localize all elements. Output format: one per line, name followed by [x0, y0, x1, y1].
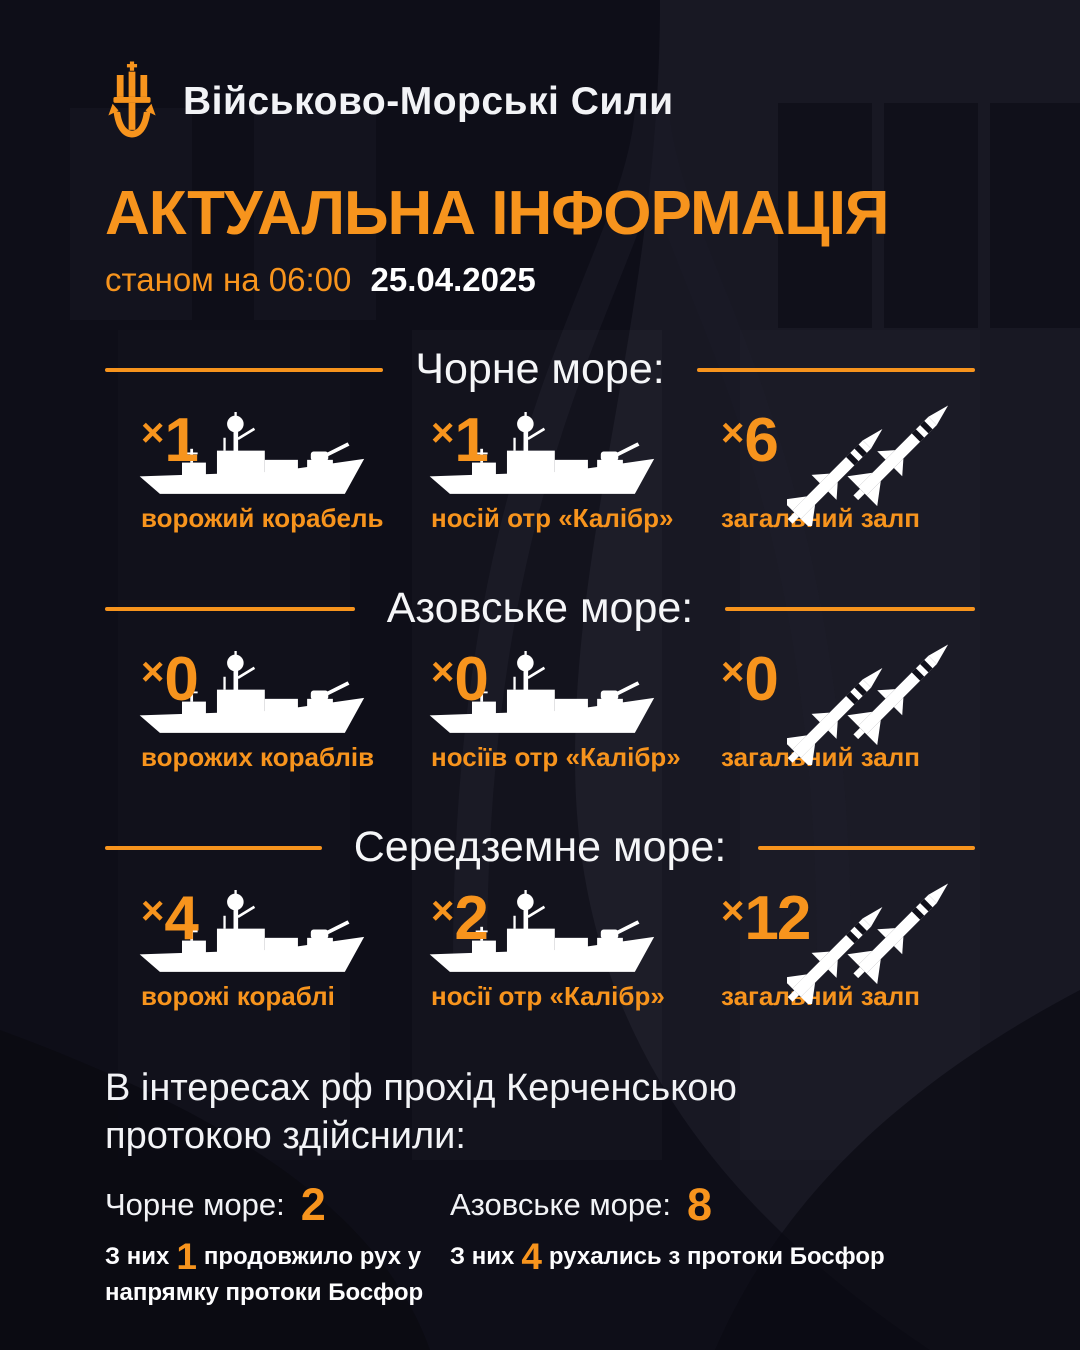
kerch-sea-label: Азовське море:	[450, 1186, 671, 1222]
kerch-strait-block: В інтересах рф прохід Керченською проток…	[105, 1064, 975, 1311]
header: Військово-Морські Сили	[105, 60, 975, 144]
section-mediterranean-sea: Середземне море: × 4 ворожі кораблі × 2 но…	[105, 823, 976, 1012]
brand-name: Військово-Морські Сили	[183, 80, 674, 123]
divider-line	[725, 606, 976, 611]
stats-row: × 0 ворожих кораблів × 0 носіїв отр «Каліб…	[105, 645, 975, 773]
missiles-icon	[787, 398, 959, 526]
stat-label: ворожі кораблі	[141, 981, 335, 1011]
section-header: Азовське море:	[105, 584, 976, 633]
stat-label: ворожих кораблів	[141, 742, 375, 772]
stat-total-salvo: × 6 загальний залп	[685, 406, 975, 534]
stat-count: × 0	[141, 645, 199, 714]
as-of-time: 06:00	[268, 261, 352, 298]
kerch-sea-line: Чорне море: 2	[105, 1178, 450, 1230]
kerch-sea-total: 2	[300, 1178, 326, 1230]
section-black-sea: Чорне море: × 1 ворожий корабель × 1 носій…	[105, 345, 976, 534]
stat-count: × 2	[431, 884, 489, 953]
stat-kalibr-carriers: × 1 носій отр «Калібр»	[395, 406, 685, 534]
stat-kalibr-carriers: × 2 носії отр «Калібр»	[395, 884, 685, 1012]
stat-label: носії отр «Калібр»	[431, 981, 665, 1011]
divider-line	[696, 367, 976, 372]
stat-enemy-ships: × 0 ворожих кораблів	[105, 645, 395, 773]
stat-enemy-ships: × 1 ворожий корабель	[105, 406, 395, 534]
kerch-sea-line: Азовське море: 8	[450, 1178, 975, 1230]
section-azov-sea: Азовське море: × 0 ворожих кораблів × 0 но…	[105, 584, 976, 773]
section-title: Азовське море:	[386, 584, 694, 632]
stat-enemy-ships: × 4 ворожі кораблі	[105, 884, 395, 1012]
stat-count: × 6	[721, 406, 779, 475]
stat-count: × 4	[141, 884, 199, 953]
kerch-note-count: 1	[176, 1235, 197, 1277]
section-title: Чорне море:	[415, 345, 665, 393]
stat-total-salvo: × 12 загальний залп	[685, 884, 975, 1012]
section-header: Середземне море:	[105, 823, 976, 872]
missiles-icon	[787, 637, 959, 765]
divider-line	[105, 845, 322, 850]
kerch-item-black-sea: Чорне море: 2 З них 1 продовжило рух у нап…	[105, 1178, 450, 1311]
stat-count: × 0	[721, 645, 779, 714]
stat-count: × 1	[141, 406, 199, 475]
as-of-date: 25.04.2025	[370, 261, 536, 298]
kerch-sea-label: Чорне море:	[105, 1186, 285, 1222]
stat-label: носій отр «Калібр»	[431, 503, 674, 533]
as-of-label: станом на 06:00	[105, 261, 352, 298]
stats-row: × 1 ворожий корабель × 1 носій отр «Калібр…	[105, 406, 975, 534]
stat-total-salvo: × 0 загальний залп	[685, 645, 975, 773]
kerch-note: З них 1 продовжило рух у напрямку протоки …	[105, 1235, 424, 1306]
stat-count: × 1	[431, 406, 489, 475]
navy-anchor-trident-icon	[105, 60, 159, 144]
stat-label: загальний залп	[721, 503, 920, 533]
stat-label: загальний залп	[721, 742, 920, 772]
divider-line	[105, 367, 384, 372]
kerch-heading: В інтересах рф прохід Керченською проток…	[105, 1067, 737, 1158]
stats-row: × 4 ворожі кораблі × 2 носії отр «Калібр» …	[105, 884, 975, 1012]
section-title: Середземне море:	[353, 823, 727, 871]
divider-line	[105, 606, 355, 611]
sea-sections: Чорне море: × 1 ворожий корабель × 1 носій…	[105, 345, 976, 1012]
subtitle: станом на 06:00 25.04.2025	[105, 261, 975, 299]
stat-count: × 0	[431, 645, 489, 714]
stat-label: загальний залп	[721, 981, 920, 1011]
missiles-icon	[787, 876, 959, 1004]
kerch-note-count: 4	[521, 1235, 542, 1277]
divider-line	[758, 845, 976, 850]
kerch-note: З них 4 рухались з протоки Босфор	[450, 1235, 885, 1277]
kerch-sea-total: 8	[686, 1178, 712, 1230]
stat-kalibr-carriers: × 0 носіїв отр «Калібр»	[395, 645, 685, 773]
kerch-items: Чорне море: 2 З них 1 продовжило рух у нап…	[105, 1178, 975, 1311]
stat-label: ворожий корабель	[141, 503, 384, 533]
page-title: АКТУАЛЬНА ІНФОРМАЦІЯ	[105, 179, 890, 248]
stat-count: × 12	[721, 884, 811, 953]
stat-label: носіїв отр «Калібр»	[431, 742, 681, 772]
section-header: Чорне море:	[105, 345, 976, 394]
kerch-item-azov-sea: Азовське море: 8 З них 4 рухались з проток…	[450, 1178, 975, 1311]
